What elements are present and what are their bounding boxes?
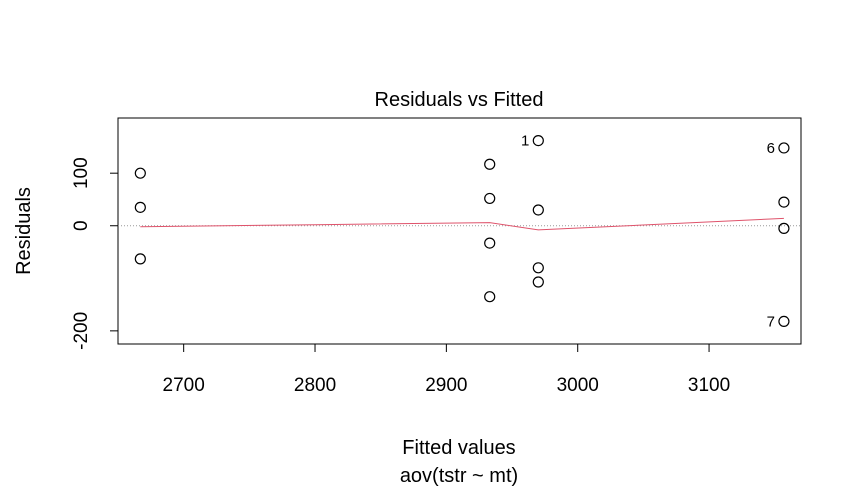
residual-point: [778, 142, 790, 154]
plot-frame: [117, 117, 802, 345]
y-axis-label: Residuals: [13, 187, 35, 275]
residual-point: [778, 196, 790, 208]
residual-point: [778, 315, 790, 327]
residual-point: [484, 158, 496, 170]
y-tick-label: -200: [71, 312, 92, 350]
x-tick-label: 3000: [557, 375, 599, 396]
y-tick-label: 0: [71, 220, 92, 231]
residual-point: [484, 237, 496, 249]
x-axis: 2700 2800 2900 3000 3100: [163, 343, 730, 396]
residual-point: [778, 222, 790, 234]
residual-point: [134, 253, 146, 265]
residual-point: [134, 201, 146, 213]
point-label: 7: [767, 313, 775, 330]
residual-point: [532, 276, 544, 288]
chart-title: Residuals vs Fitted: [375, 89, 544, 111]
residual-point: [484, 192, 496, 205]
x-tick-label: 2900: [425, 375, 467, 396]
x-axis-label: Fitted values: [402, 437, 515, 459]
x-tick-label: 2800: [294, 375, 336, 396]
point-label: 6: [767, 140, 775, 157]
residual-point: [532, 135, 544, 147]
chart-subtitle: aov(tstr ~ mt): [400, 465, 518, 487]
y-axis: -200 0 100: [71, 157, 119, 350]
residual-point: [532, 262, 544, 274]
x-tick-label: 2700: [163, 375, 205, 396]
smooth-trend-line: [140, 217, 784, 231]
point-label: 1: [521, 133, 529, 150]
residual-point: [484, 291, 496, 303]
x-tick-label: 3100: [688, 375, 730, 396]
y-tick-label: 100: [71, 157, 92, 189]
residual-point: [532, 204, 544, 216]
residual-points: 1 6 7: [134, 133, 790, 330]
residual-point: [134, 167, 146, 179]
